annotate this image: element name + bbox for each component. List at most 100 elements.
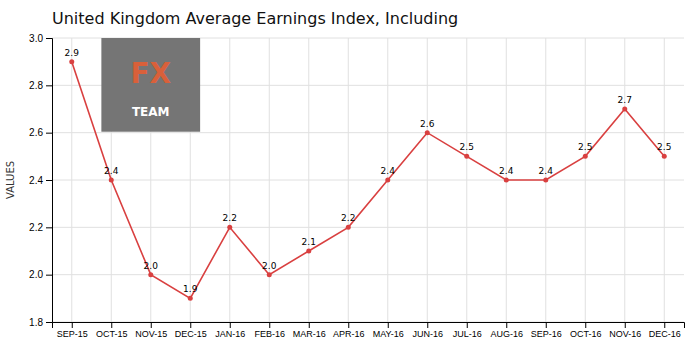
axis-line	[53, 323, 685, 329]
point	[148, 272, 153, 277]
tick-mark	[585, 322, 586, 328]
tick: NOV-16	[609, 322, 641, 339]
tick: JUL-16	[453, 322, 482, 339]
grid-line	[52, 274, 684, 275]
tick-mark	[664, 322, 665, 328]
y-axis: 1.8 2.0 2.2 2.4 2.6 2.8 3.0	[29, 33, 52, 328]
tick-label: JUN-16	[412, 329, 443, 339]
watermark-box	[101, 38, 200, 132]
grid-line	[466, 38, 467, 322]
data-label: 2.7	[618, 95, 632, 105]
data-label: 2.5	[460, 142, 474, 152]
point	[583, 154, 588, 159]
data-label: 2.2	[341, 213, 355, 223]
tick-mark	[151, 322, 152, 328]
tick-mark	[546, 322, 547, 328]
data-label: 2.0	[144, 261, 159, 271]
tick-label: APR-16	[333, 329, 365, 339]
point	[425, 130, 430, 135]
grid-line	[71, 38, 72, 322]
tick-mark	[427, 322, 428, 328]
tick-mark	[46, 85, 52, 86]
tick-label: 2.2	[29, 222, 43, 233]
tick: 2.8	[29, 80, 52, 91]
point	[227, 225, 232, 230]
data-label: 2.5	[578, 142, 592, 152]
tick-mark	[46, 133, 52, 134]
grid-line	[52, 132, 684, 133]
point	[267, 272, 272, 277]
grid	[52, 38, 684, 322]
data-label: 2.4	[539, 166, 554, 176]
chart: United Kingdom Average Earnings Index, I…	[0, 0, 700, 350]
tick-label: SEP-15	[57, 329, 88, 339]
point	[188, 296, 193, 301]
tick: 2.6	[29, 127, 52, 138]
tick-mark	[46, 227, 52, 228]
data-label: 2.5	[657, 142, 671, 152]
tick-mark	[111, 322, 112, 328]
data-label: 2.2	[223, 213, 237, 223]
tick-label: NOV-16	[609, 329, 641, 339]
tick-label: JAN-16	[215, 329, 245, 339]
grid-line	[348, 38, 349, 322]
tick: DEC-16	[649, 322, 681, 339]
tick: SEP-16	[531, 322, 562, 339]
tick-label: JUL-16	[453, 329, 482, 339]
data-label: 2.4	[381, 166, 396, 176]
tick: 2.2	[29, 222, 52, 233]
tick: 2.4	[29, 175, 52, 186]
tick: 3.0	[29, 33, 52, 44]
grid-line	[308, 38, 309, 322]
tick-label: MAY-16	[373, 329, 404, 339]
tick: 2.0	[29, 269, 52, 280]
tick: 1.8	[29, 317, 52, 328]
tick-mark	[269, 322, 270, 328]
tick: JAN-16	[215, 322, 245, 339]
grid-line	[52, 227, 684, 228]
tick-mark	[46, 180, 52, 181]
tick-label: 2.8	[29, 80, 43, 91]
tick-mark	[625, 322, 626, 328]
tick-label: AUG-16	[490, 329, 523, 339]
point	[504, 178, 509, 183]
data-label: 2.4	[499, 166, 514, 176]
tick-label: NOV-15	[135, 329, 167, 339]
tick: JUN-16	[412, 322, 443, 339]
data-label: 2.1	[302, 237, 316, 247]
tick-mark	[388, 322, 389, 328]
title: United Kingdom Average Earnings Index, I…	[52, 9, 458, 28]
point	[622, 107, 627, 112]
grid-line	[664, 38, 665, 322]
data-label: 1.9	[183, 284, 198, 294]
tick-mark	[46, 38, 52, 39]
watermark: FXTEAM	[101, 38, 200, 132]
plot: SEP-15 OCT-15 NOV-15 DEC-15 JAN-16 FEB-16 MAR-…	[29, 33, 684, 340]
tick: APR-16	[333, 322, 365, 339]
tick: FEB-16	[254, 322, 285, 339]
data-label: 2.9	[65, 48, 80, 58]
x-axis: SEP-15 OCT-15 NOV-15 DEC-15 JAN-16 FEB-16 MAR-…	[53, 322, 685, 339]
tick-label: DEC-15	[175, 329, 207, 339]
tick: AUG-16	[490, 322, 523, 339]
grid-line	[52, 180, 684, 181]
tick-label: OCT-15	[96, 329, 128, 339]
tick-label: 2.6	[29, 127, 43, 138]
point	[464, 154, 469, 159]
tick-mark	[72, 322, 73, 328]
data-label: 2.6	[420, 119, 435, 129]
tick-label: 1.8	[29, 317, 43, 328]
tick-label: OCT-16	[570, 329, 602, 339]
data-labels: 2.92.42.01.92.22.02.12.22.42.62.52.42.42…	[65, 48, 672, 295]
point	[385, 178, 390, 183]
tick-mark	[309, 322, 310, 328]
tick-mark	[506, 322, 507, 328]
point	[346, 225, 351, 230]
grid-line	[269, 38, 270, 322]
point	[69, 59, 74, 64]
point	[662, 154, 667, 159]
tick: MAR-16	[293, 322, 326, 339]
tick-mark	[230, 322, 231, 328]
tick-mark	[467, 322, 468, 328]
axis-line	[46, 39, 53, 323]
